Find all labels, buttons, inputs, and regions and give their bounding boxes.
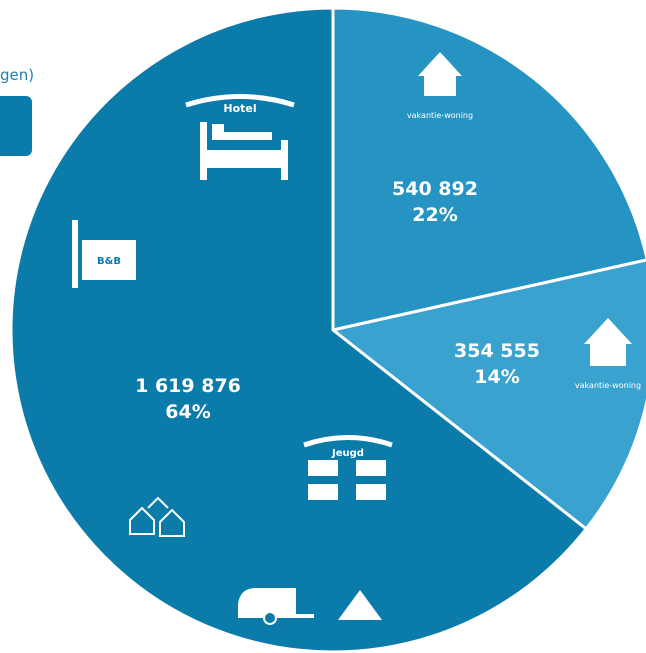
- value-label: 354 555: [454, 340, 540, 362]
- pie-slice: [9, 6, 589, 653]
- legend-swatch: [0, 96, 32, 156]
- bed-icon: [200, 122, 288, 180]
- sign: [82, 240, 136, 280]
- house-icon: [584, 318, 632, 366]
- pie-slice: [331, 6, 646, 332]
- caravan-wheel: [263, 611, 277, 625]
- bnb-label: B&B: [97, 256, 121, 267]
- icon-label: vakantie-woning: [407, 111, 473, 120]
- caravan-icon: [238, 588, 314, 618]
- houses-icon: [129, 496, 185, 537]
- legend-text: gen): [0, 66, 34, 84]
- value-label: 1 619 876: [135, 375, 241, 397]
- sign-post: [72, 220, 78, 288]
- bed-icon: [308, 460, 338, 476]
- hotel-roof: [185, 94, 295, 108]
- house-icon: [418, 52, 462, 96]
- icon-label: vakantie-woning: [575, 381, 641, 390]
- bed-icon: [356, 484, 386, 500]
- pie: [9, 6, 646, 653]
- labels: 540 892 22% 354 555 14% 1 619 876 64%: [135, 178, 540, 423]
- value-label: 540 892: [392, 178, 478, 200]
- percent-label: 22%: [412, 204, 457, 226]
- bed-icon: [308, 484, 338, 500]
- jeugd-label: Jeugd: [331, 448, 364, 459]
- percent-label: 14%: [474, 366, 519, 388]
- hotel-label: Hotel: [223, 102, 256, 115]
- bed-icon: [356, 460, 386, 476]
- percent-label: 64%: [165, 401, 210, 423]
- jeugd-roof: [303, 435, 393, 448]
- tent-icon: [338, 590, 382, 620]
- pie-slice: [329, 258, 646, 532]
- icons: vakantie-woning vakantie-woning Hotel B&…: [72, 52, 641, 625]
